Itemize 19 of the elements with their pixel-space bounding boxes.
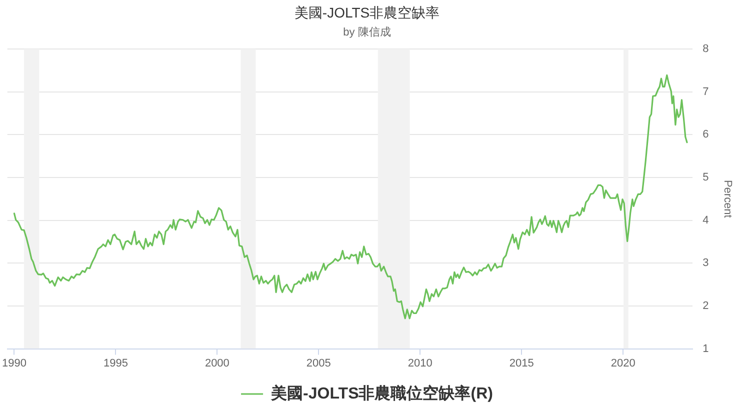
x-tick-label: 2020 — [610, 357, 636, 370]
y-tick-label: 4 — [702, 214, 709, 226]
y-tick-label: 6 — [702, 128, 709, 141]
legend-label: 美國-JOLTS非農職位空缺率(R) — [270, 383, 493, 402]
y-tick-label: 3 — [702, 257, 709, 270]
y-tick-label: 1 — [702, 342, 709, 355]
y-tick-label: 7 — [702, 86, 709, 98]
x-tick-label: 1995 — [103, 357, 128, 370]
y-tick-label: 5 — [702, 172, 709, 184]
chart-title: 美國-JOLTS非農空缺率 — [294, 4, 440, 20]
x-tick-label: 2000 — [204, 357, 230, 370]
y-tick-label: 8 — [702, 43, 709, 56]
x-tick-label: 2015 — [509, 357, 534, 370]
x-tick-label: 2010 — [408, 357, 432, 370]
y-tick-label: 2 — [702, 300, 709, 312]
y-axis-title: Percent — [721, 180, 734, 218]
chart-subtitle: by 陳信成 — [343, 25, 391, 38]
x-tick-label: 2005 — [306, 357, 331, 370]
x-tick-label: 1990 — [2, 357, 26, 370]
